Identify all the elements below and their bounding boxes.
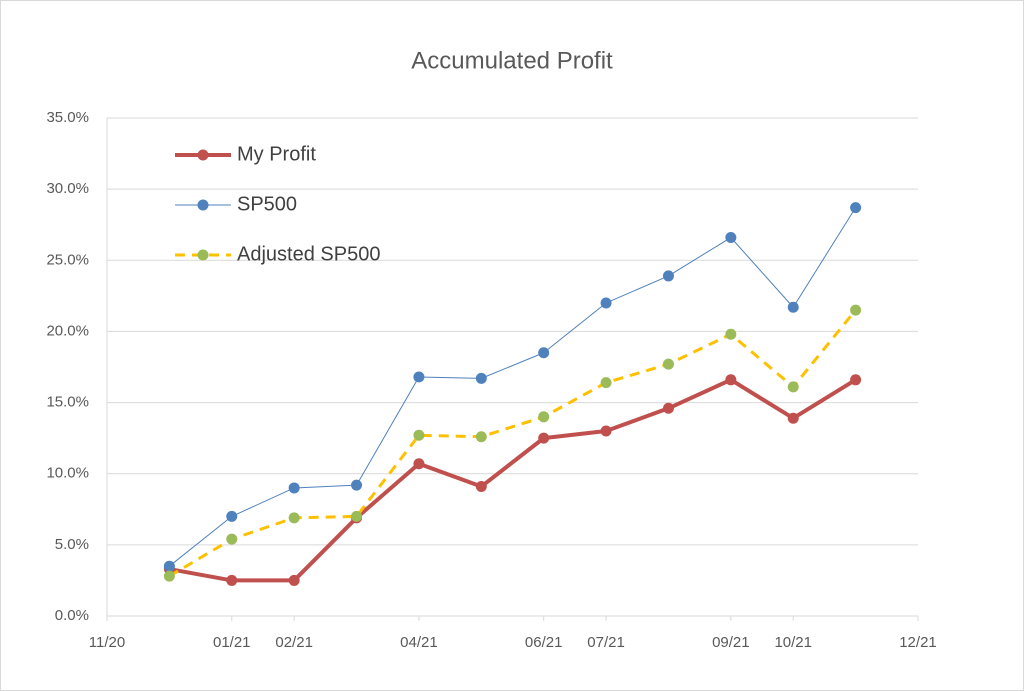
data-point [787, 381, 799, 393]
data-point [413, 371, 425, 383]
data-point [226, 533, 238, 545]
data-point [538, 411, 550, 423]
data-point [538, 432, 550, 444]
data-point [226, 510, 238, 522]
data-point [351, 479, 363, 491]
data-point [226, 574, 238, 586]
y-tick-label: 0.0% [55, 607, 89, 624]
chart-title: Accumulated Profit [411, 47, 613, 74]
data-point [662, 358, 674, 370]
data-point [787, 301, 799, 313]
data-point [850, 374, 862, 386]
y-tick-label: 20.0% [46, 322, 89, 339]
y-tick-label: 35.0% [46, 109, 89, 126]
x-tick-label: 04/21 [400, 634, 438, 651]
data-point [475, 481, 487, 493]
series-line [169, 207, 857, 567]
x-tick-label: 11/20 [89, 634, 125, 651]
series-line [168, 309, 857, 578]
data-point [850, 202, 862, 214]
data-point [163, 560, 175, 572]
data-point [600, 297, 612, 309]
x-tick-label: 10/21 [774, 634, 812, 651]
legend-label: Adjusted SP500 [237, 243, 380, 265]
data-point [475, 372, 487, 384]
y-tick-label: 30.0% [46, 180, 89, 197]
legend-label: My Profit [237, 143, 316, 165]
series-line [169, 377, 857, 583]
data-point [850, 304, 862, 316]
data-point [725, 232, 737, 244]
x-tick-label: 09/21 [712, 634, 750, 651]
x-tick-label: 07/21 [587, 634, 625, 651]
legend-marker [197, 149, 209, 161]
data-point [351, 510, 363, 522]
x-tick-label: 06/21 [525, 634, 563, 651]
legend-marker [197, 199, 209, 211]
data-point [163, 570, 175, 582]
x-tick-label: 02/21 [275, 634, 313, 651]
y-tick-label: 15.0% [46, 394, 89, 411]
legend-label: SP500 [237, 193, 297, 215]
data-point [725, 328, 737, 340]
y-tick-label: 5.0% [55, 536, 89, 553]
data-point [288, 482, 300, 494]
legend-marker [197, 249, 209, 261]
data-point [288, 512, 300, 524]
data-point [787, 412, 799, 424]
data-point [538, 347, 550, 359]
data-point [662, 402, 674, 414]
x-tick-label: 01/21 [213, 634, 251, 651]
x-tick-label: 12/21 [899, 634, 937, 651]
data-point [725, 374, 737, 386]
data-point [600, 425, 612, 437]
data-point [288, 574, 300, 586]
data-point [413, 429, 425, 441]
data-point [413, 458, 425, 470]
y-tick-label: 25.0% [46, 251, 89, 268]
y-tick-label: 10.0% [46, 465, 89, 482]
data-point [662, 270, 674, 282]
data-point [475, 431, 487, 443]
data-point [600, 377, 612, 389]
